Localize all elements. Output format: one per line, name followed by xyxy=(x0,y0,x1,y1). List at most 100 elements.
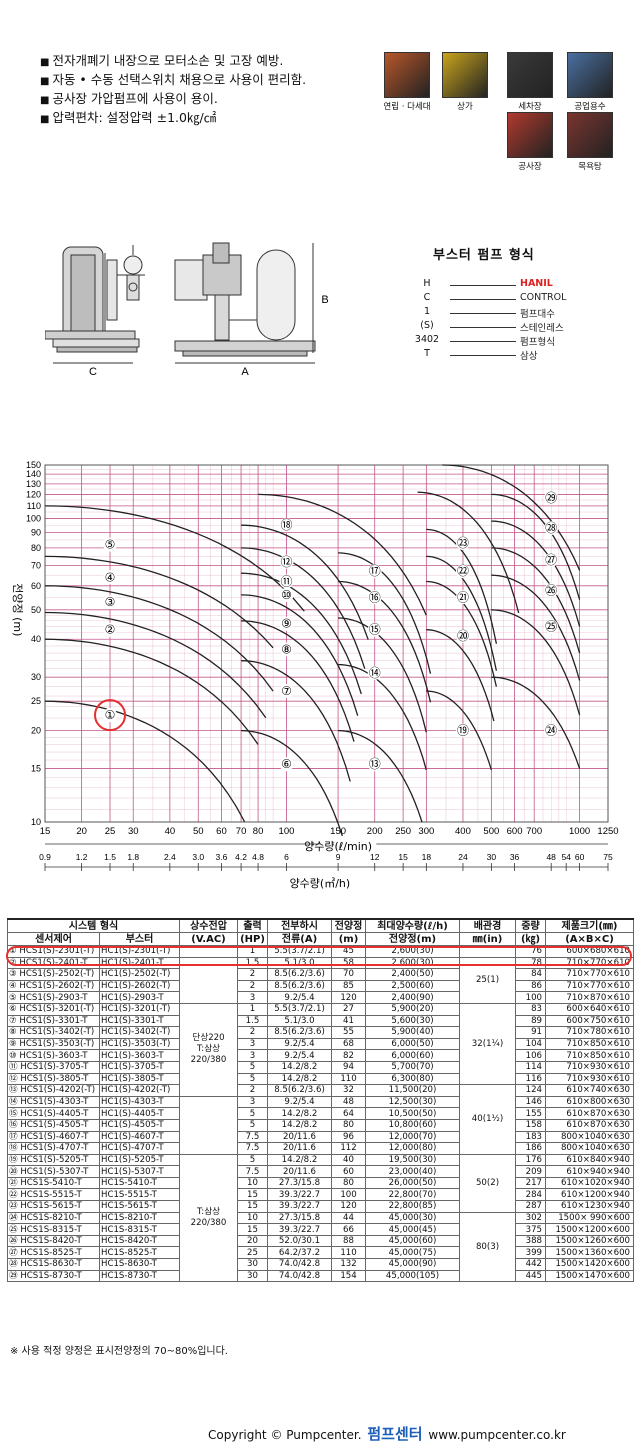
website-link[interactable]: www.pumpcenter.co.kr xyxy=(428,1428,566,1442)
table-cell: HC1(S)-2502(-T) xyxy=(98,968,181,981)
table-cell: 399 xyxy=(515,1246,547,1260)
table-cell: HC1(S)-5307-T xyxy=(98,1165,181,1178)
application-label: 공사장 xyxy=(518,162,542,172)
table-cell: ㉑ HCS1S-5410-T xyxy=(7,1176,100,1190)
shop-icon-image xyxy=(442,52,488,98)
shop-icon: 상가 xyxy=(440,52,490,112)
table-cell: 10,800(60) xyxy=(365,1118,461,1132)
table-cell: 45,000(105) xyxy=(365,1269,461,1283)
table-cell: 610×1230×940 xyxy=(545,1200,635,1213)
pump-curve xyxy=(44,585,274,692)
x2-tick-label: 3.6 xyxy=(216,852,228,862)
table-cell: 106 xyxy=(515,1049,547,1062)
table-row: ㉓ HCS1S-5615-T HC1S-5615-T 15 39.3/22.7 120 2… xyxy=(7,1200,635,1213)
x-tick-label: 250 xyxy=(395,826,411,837)
table-cell: 114 xyxy=(515,1060,547,1074)
table-cell: 27 xyxy=(331,1002,367,1016)
model-code-row: 3402 펌프형식 xyxy=(408,334,608,348)
table-cell: HC1(S)-4202(-T) xyxy=(98,1084,181,1097)
table-cell: 2 xyxy=(237,979,269,993)
table-cell: 375 xyxy=(515,1223,547,1236)
table-cell: 1.5 xyxy=(237,1014,269,1028)
x-tick-label: 200 xyxy=(367,826,383,837)
table-cell: 5,600(30) xyxy=(365,1014,461,1028)
dimension-c-label: C xyxy=(89,366,97,378)
table-cell: 68 xyxy=(331,1037,367,1051)
table-row: ⑮ HCS1(S)-4405-T HC1(S)-4405-T 5 14.2/8.2 64… xyxy=(7,1107,635,1120)
pump-curve xyxy=(241,547,366,669)
pump-curve xyxy=(491,609,581,716)
model-code-row: T 삼상 xyxy=(408,348,608,362)
y-tick-label: 25 xyxy=(31,696,41,706)
pumpcenter-logo: 펌프센터 xyxy=(367,1425,423,1443)
table-cell: ㉕ HCS1S-8315-T xyxy=(7,1223,100,1236)
table-cell: ⑭ HCS1(S)-4303-T xyxy=(7,1095,100,1109)
specification-table: 시스템 형식 상수전압 출력 전부하시 전양정 최대양수량(ℓ/h) 배관경 중량 제품크기(㎜… xyxy=(6,918,635,1283)
table-cell: 80 xyxy=(331,1118,367,1132)
table-cell: ⑮ HCS1(S)-4405-T xyxy=(7,1107,100,1120)
curve-label-bg xyxy=(279,518,294,533)
curve-label-bg xyxy=(279,587,294,602)
table-cell: 64 xyxy=(331,1107,367,1120)
table-row: ⑬ HCS1(S)-4202(-T) HC1(S)-4202(-T) 2 8.5(6.… xyxy=(7,1084,635,1155)
x-tick-label: 100 xyxy=(279,826,295,837)
table-cell: 217 xyxy=(515,1176,547,1190)
bathhouse-icon-image xyxy=(567,112,613,158)
apartment-icon: 연립 · 다세대 xyxy=(382,52,432,112)
table-cell: 12,000(70) xyxy=(365,1130,461,1144)
table-cell: 120 xyxy=(331,1200,367,1213)
curve-label: ③ xyxy=(105,595,116,609)
table-cell: ⑯ HCS1(S)-4505-T xyxy=(7,1118,100,1132)
pump-curve xyxy=(338,617,427,733)
pump-curve xyxy=(241,594,359,716)
table-cell: 40 xyxy=(331,1153,367,1167)
table-cell: 11,500(20) xyxy=(365,1084,461,1097)
table-cell: 710×780×610 xyxy=(545,1026,635,1039)
table-row: ⑱ HCS1(S)-4707-T HC1(S)-4707-T 7.5 20/11.6 1… xyxy=(7,1142,635,1155)
x-tick-label: 70 xyxy=(236,826,247,837)
table-cell: HC1(S)-3603-T xyxy=(98,1049,181,1062)
table-cell: 132 xyxy=(331,1258,367,1271)
table-cell: 155 xyxy=(515,1107,547,1120)
table-cell: 45,000(90) xyxy=(365,1258,461,1271)
curve-label: ㉖ xyxy=(545,583,557,597)
table-cell: HC1S-8630-T xyxy=(98,1258,181,1271)
curve-label: ⑯ xyxy=(369,590,381,604)
x-tick-label: 60 xyxy=(216,826,227,837)
pump-curve xyxy=(491,574,581,681)
y-tick-label: 80 xyxy=(31,543,41,553)
factory-icon-image xyxy=(567,52,613,98)
table-cell: 112 xyxy=(331,1142,367,1155)
table-cell: 442 xyxy=(515,1258,547,1271)
pump-curve xyxy=(241,620,355,742)
feature-item: 공사장 가압펌프에 사용이 용이. xyxy=(40,90,380,109)
table-cell: 120 xyxy=(331,991,367,1004)
curve-label-bg xyxy=(103,708,118,723)
leader-line xyxy=(450,285,516,286)
table-header: 최대양수량(ℓ/h) xyxy=(365,918,461,933)
pump-curve xyxy=(44,505,305,612)
table-cell: 600×640×610 xyxy=(545,1002,635,1016)
table-row: ⑭ HCS1(S)-4303-T HC1(S)-4303-T 3 9.2/5.4 48 1… xyxy=(7,1095,635,1155)
x2-tick-label: 54 xyxy=(561,852,571,862)
pump-curve xyxy=(338,552,432,674)
table-cell: 74.0/42.8 xyxy=(267,1269,333,1283)
table-cell: 88 xyxy=(331,1234,367,1248)
table-cell: 30 xyxy=(237,1269,269,1283)
curve-label-bg xyxy=(544,619,559,634)
table-cell: 22,800(85) xyxy=(365,1200,461,1213)
table-header: 전양정 xyxy=(331,918,367,933)
curve-label-bg xyxy=(544,490,559,505)
table-cell: 5.5(3.7/2.1) xyxy=(267,1002,333,1016)
table-cell: 10 xyxy=(237,1176,269,1190)
table-cell: ⑤ HCS1(S)-2903-T xyxy=(7,991,100,1004)
table-cell: 39.3/22.7 xyxy=(267,1223,333,1236)
table-header: 시스템 형식 xyxy=(6,918,181,933)
table-cell: 84 xyxy=(515,968,547,981)
model-code-meaning: 펌프대수 xyxy=(520,309,555,320)
table-row: ⑤ HCS1(S)-2903-T HC1(S)-2903-T 3 9.2/5.4 120… xyxy=(7,991,635,1004)
table-cell: 14.2/8.2 xyxy=(267,1060,333,1074)
x2-tick-label: 4.2 xyxy=(235,852,247,862)
table-cell: 45,000(45) xyxy=(365,1223,461,1236)
table-row: ⑪ HCS1(S)-3705-T HC1(S)-3705-T 5 14.2/8.2 94… xyxy=(7,1060,635,1074)
